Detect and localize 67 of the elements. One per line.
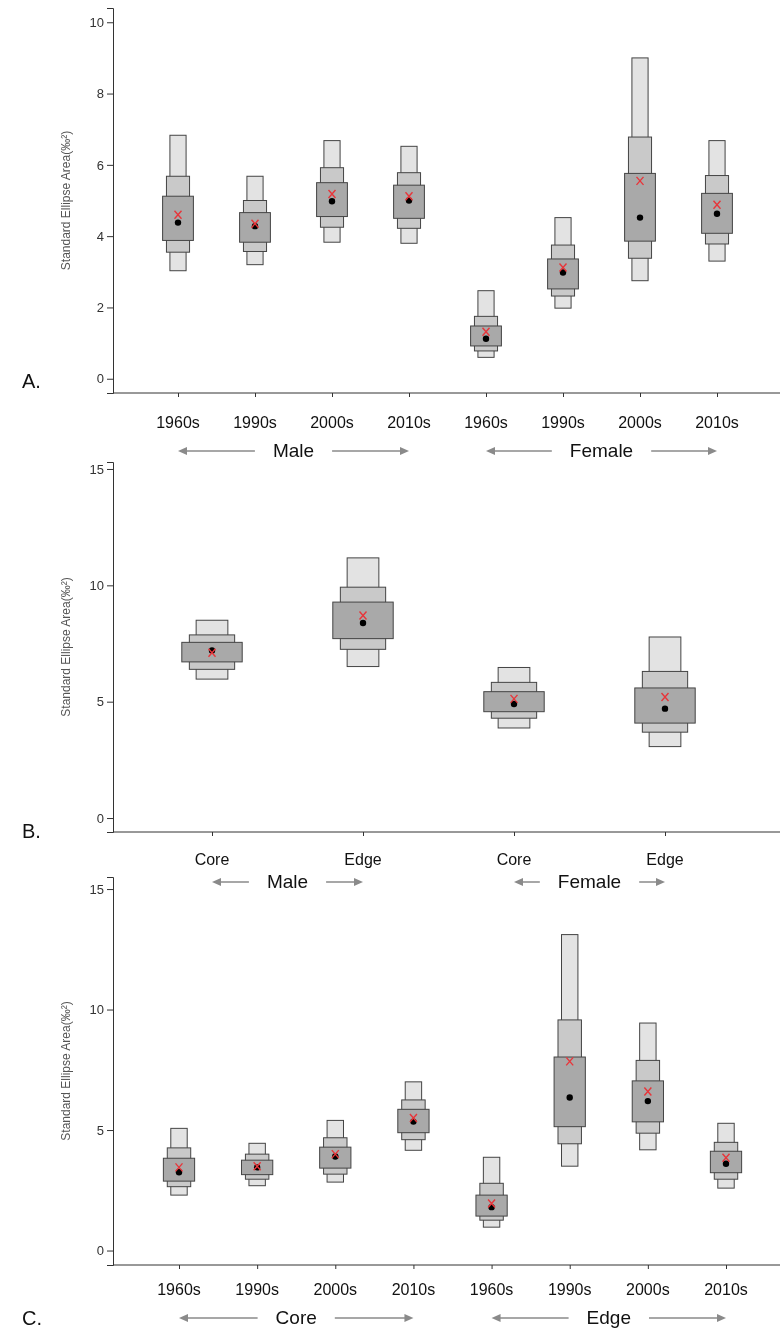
y-tick-label: 15 <box>89 881 104 897</box>
y-tick-label: 6 <box>96 157 104 173</box>
x-tick-label: Core <box>496 851 532 868</box>
y-axis-title: Standard Ellipse Area(‰²) <box>59 130 73 271</box>
point <box>328 198 336 205</box>
x-tick-label: 1990s <box>233 414 277 431</box>
point <box>713 210 721 217</box>
x-tick-label: Edge <box>344 851 382 868</box>
y-tick-label: 0 <box>96 371 104 387</box>
y-tick-label: 10 <box>89 577 104 593</box>
point <box>566 1094 573 1101</box>
x-tick-label: 2000s <box>626 1281 670 1298</box>
y-tick-label: 10 <box>89 14 104 30</box>
point <box>636 214 644 221</box>
x-tick-label: 1990s <box>541 414 585 431</box>
point <box>644 1097 652 1105</box>
text: B. <box>22 820 41 842</box>
x-tick-label: 2010s <box>391 1281 436 1298</box>
x-tick-label: 1990s <box>235 1281 279 1298</box>
x-tick-label: 2000s <box>618 414 662 431</box>
x-tick-label: Edge <box>646 851 684 868</box>
x-tick-label: 2000s <box>313 1281 358 1298</box>
x-tick-label: 1990s <box>547 1281 592 1298</box>
point <box>327 189 337 199</box>
point <box>558 262 568 273</box>
point <box>660 692 670 702</box>
x-tick-label: 1960s <box>469 1281 514 1298</box>
x-tick-label: 1960s <box>156 414 200 431</box>
text: Female <box>569 440 634 461</box>
y-tick-label: 15 <box>89 461 104 477</box>
point <box>509 694 519 704</box>
text: Male <box>272 440 315 461</box>
y-tick-label: 0 <box>96 1243 104 1259</box>
y-axis-title: Standard Ellipse Area(‰²) <box>59 577 73 717</box>
y-tick-label: 5 <box>96 694 104 710</box>
point <box>712 200 722 210</box>
y-tick-label: 4 <box>96 228 104 244</box>
point <box>635 176 645 186</box>
point <box>174 219 182 226</box>
x-tick-label: 2010s <box>695 414 739 431</box>
text: C. <box>22 1307 42 1329</box>
point <box>359 619 367 627</box>
x-tick-label: 1960s <box>464 414 508 431</box>
y-tick-label: 8 <box>96 86 104 102</box>
point <box>722 1160 730 1167</box>
point <box>173 210 183 220</box>
y-axis-title: Standard Ellipse Area(‰²) <box>59 1001 73 1141</box>
point <box>643 1086 653 1097</box>
x-tick-label: 2010s <box>387 414 431 431</box>
y-tick-label: 0 <box>96 810 104 826</box>
point <box>565 1056 574 1067</box>
x-tick-label: 1960s <box>157 1281 201 1298</box>
point <box>207 648 217 658</box>
y-tick-label: 5 <box>96 1122 104 1138</box>
point <box>404 191 414 201</box>
text: A. <box>22 370 41 392</box>
y-tick-label: 2 <box>96 300 104 316</box>
annotation: Female <box>557 871 622 892</box>
x-tick-label: 2010s <box>704 1281 748 1298</box>
x-tick-label: Core <box>194 851 230 868</box>
point <box>661 705 669 712</box>
text: Core <box>275 1307 317 1328</box>
point <box>358 610 368 621</box>
y-tick-label: 10 <box>89 1002 104 1018</box>
text: Edge <box>586 1307 631 1328</box>
x-tick-label: 2000s <box>310 414 354 431</box>
annotation: Male <box>266 871 309 892</box>
